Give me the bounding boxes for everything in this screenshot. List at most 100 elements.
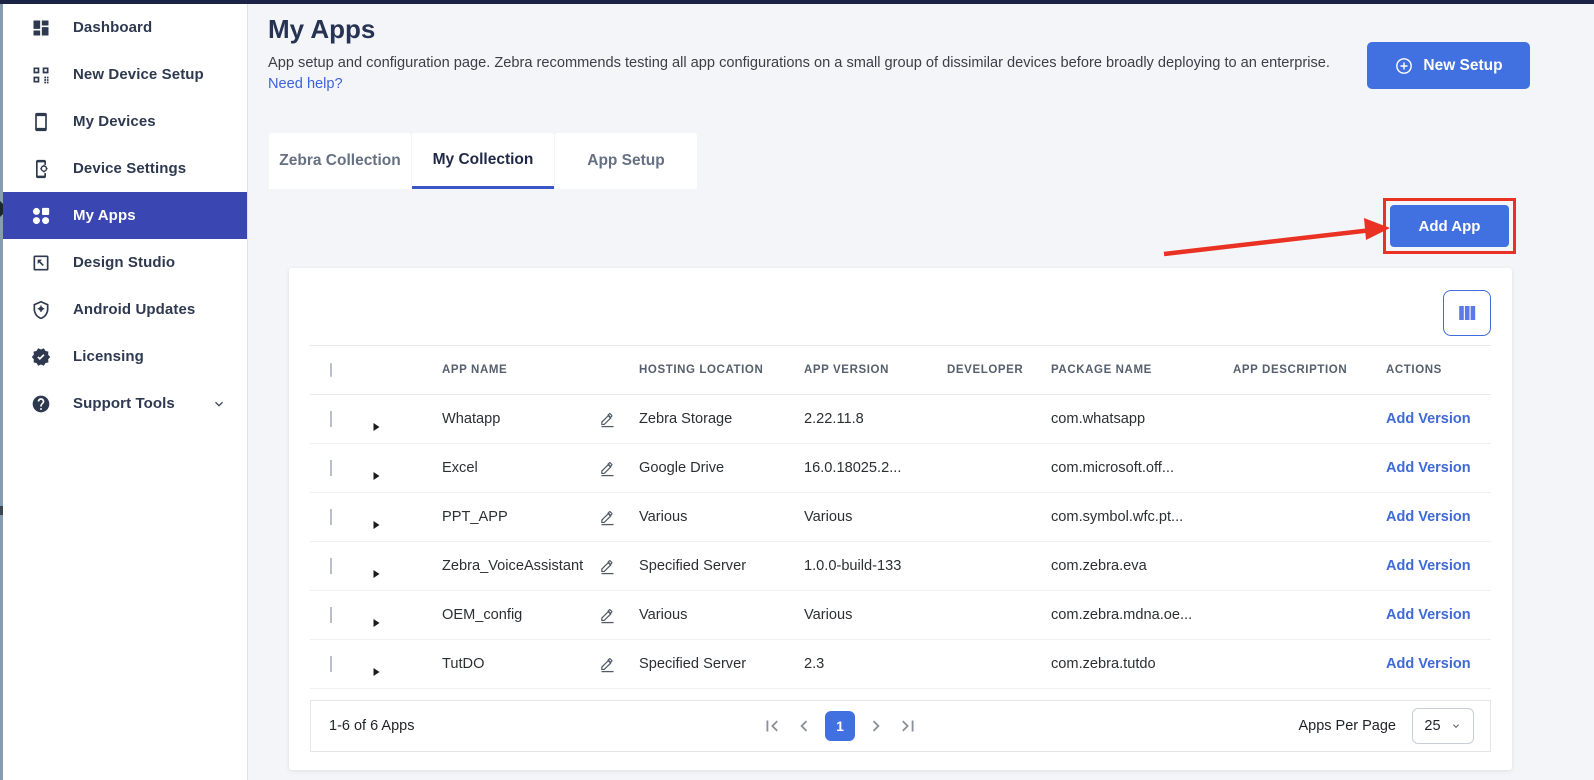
previous-page-icon[interactable] [793,715,815,737]
sidebar-item-label: Design Studio [73,254,176,271]
need-help-link[interactable]: Need help? [268,76,343,92]
sidebar-item-licensing[interactable]: Licensing [3,333,247,380]
add-version-link[interactable]: Add Version [1386,656,1471,672]
dashboard-icon [31,18,51,38]
sidebar-item-my-apps[interactable]: My Apps [3,192,247,239]
sidebar-item-dashboard[interactable]: Dashboard [3,4,247,51]
add-app-button[interactable]: Add App [1390,205,1509,247]
sidebar-item-device-settings[interactable]: Device Settings [3,145,247,192]
edit-icon[interactable] [599,411,637,428]
expand-row-icon[interactable] [370,469,424,483]
page-size-value: 25 [1424,718,1441,734]
add-version-link[interactable]: Add Version [1386,411,1471,427]
top-border-line [0,0,1594,4]
expand-row-icon[interactable] [370,518,424,532]
row-checkbox[interactable] [330,509,332,525]
edit-icon[interactable] [599,656,637,673]
row-checkbox[interactable] [330,411,332,427]
hosting-location-cell: Specified Server [639,656,747,672]
sidebar-item-label: Dashboard [73,19,153,36]
expand-row-icon[interactable] [370,665,424,679]
table-body: Whatapp Zebra Storage 2.22.11.8 com.what… [310,395,1491,689]
sidebar-item-label: Support Tools [73,395,175,412]
apps-table-card: APP NAME HOSTING LOCATION APP VERSION DE… [289,268,1512,770]
new-setup-label: New Setup [1423,56,1503,74]
package-name-cell: com.zebra.mdna.oe... [1051,607,1193,623]
chevron-down-icon [211,396,227,412]
app-name-cell: Zebra_VoiceAssistant [442,558,584,574]
table-header-row: APP NAME HOSTING LOCATION APP VERSION DE… [310,345,1491,395]
column-header-developer[interactable]: DEVELOPER [947,364,1024,376]
row-checkbox[interactable] [330,607,332,623]
tab-app-setup[interactable]: App Setup [555,133,697,189]
sidebar-item-label: Android Updates [73,301,196,318]
hosting-location-cell: Zebra Storage [639,411,733,427]
verified-badge-icon [31,347,51,367]
app-name-cell: Whatapp [442,411,501,427]
table-row: OEM_config Various Various com.zebra.mdn… [310,591,1491,640]
sidebar: Dashboard New Device Setup My Devices De… [3,4,248,780]
row-checkbox[interactable] [330,460,332,476]
last-page-icon[interactable] [897,715,919,737]
add-version-link[interactable]: Add Version [1386,509,1471,525]
app-name-cell: PPT_APP [442,509,508,525]
tab-my-collection[interactable]: My Collection [412,133,554,189]
annotation-arrow [1163,218,1390,257]
column-header-app-description[interactable]: APP DESCRIPTION [1233,364,1348,376]
table-row: Whatapp Zebra Storage 2.22.11.8 com.what… [310,395,1491,444]
sidebar-item-my-devices[interactable]: My Devices [3,98,247,145]
add-version-link[interactable]: Add Version [1386,558,1471,574]
column-header-app-version[interactable]: APP VERSION [804,364,889,376]
app-version-cell: Various [804,509,853,525]
expand-row-icon[interactable] [370,420,424,434]
row-checkbox[interactable] [330,656,332,672]
new-setup-button[interactable]: New Setup [1367,42,1530,89]
edit-icon[interactable] [599,607,637,624]
sidebar-item-support-tools[interactable]: Support Tools [3,380,247,427]
column-header-hosting-location[interactable]: HOSTING LOCATION [639,364,764,376]
next-page-icon[interactable] [865,715,887,737]
pagination-bar: 1-6 of 6 Apps 1 Apps Per Page [310,700,1491,752]
expand-row-icon[interactable] [370,567,424,581]
sidebar-item-android-updates[interactable]: Android Updates [3,286,247,333]
expand-row-icon[interactable] [370,616,424,630]
app-name-cell: OEM_config [442,607,523,623]
package-name-cell: com.zebra.eva [1051,558,1147,574]
sidebar-item-label: New Device Setup [73,66,204,83]
select-all-checkbox[interactable] [330,363,332,377]
hosting-location-cell: Various [639,509,688,525]
columns-icon [1455,301,1479,325]
table-row: TutDO Specified Server 2.3 com.zebra.tut… [310,640,1491,689]
apps-icon [31,206,51,226]
plus-circle-icon [1394,56,1414,76]
tab-zebra-collection[interactable]: Zebra Collection [269,133,411,189]
app-version-cell: 2.3 [804,656,825,672]
edit-icon[interactable] [599,558,637,575]
column-header-package-name[interactable]: PACKAGE NAME [1051,364,1152,376]
app-version-cell: Various [804,607,853,623]
column-header-app-name[interactable]: APP NAME [442,364,508,376]
add-version-link[interactable]: Add Version [1386,460,1471,476]
apps-per-page-label: Apps Per Page [1298,718,1396,734]
page-number-button[interactable]: 1 [825,711,855,741]
row-checkbox[interactable] [330,558,332,574]
edit-icon[interactable] [599,509,637,526]
column-header-actions: ACTIONS [1386,364,1442,376]
edit-icon[interactable] [599,460,637,477]
column-settings-button[interactable] [1443,290,1491,336]
add-version-link[interactable]: Add Version [1386,607,1471,623]
table-row: PPT_APP Various Various com.symbol.wfc.p… [310,493,1491,542]
help-icon [31,394,51,414]
table-row: Excel Google Drive 16.0.18025.2... com.m… [310,444,1491,493]
pagination-nav: 1 [761,711,919,741]
shield-icon [31,300,51,320]
page-size-select[interactable]: 25 [1412,708,1474,744]
hosting-location-cell: Various [639,607,688,623]
apps-table: APP NAME HOSTING LOCATION APP VERSION DE… [310,345,1491,689]
sidebar-item-design-studio[interactable]: Design Studio [3,239,247,286]
sidebar-item-new-device-setup[interactable]: New Device Setup [3,51,247,98]
first-page-icon[interactable] [761,715,783,737]
package-name-cell: com.symbol.wfc.pt... [1051,509,1184,525]
page-title: My Apps [268,14,376,44]
